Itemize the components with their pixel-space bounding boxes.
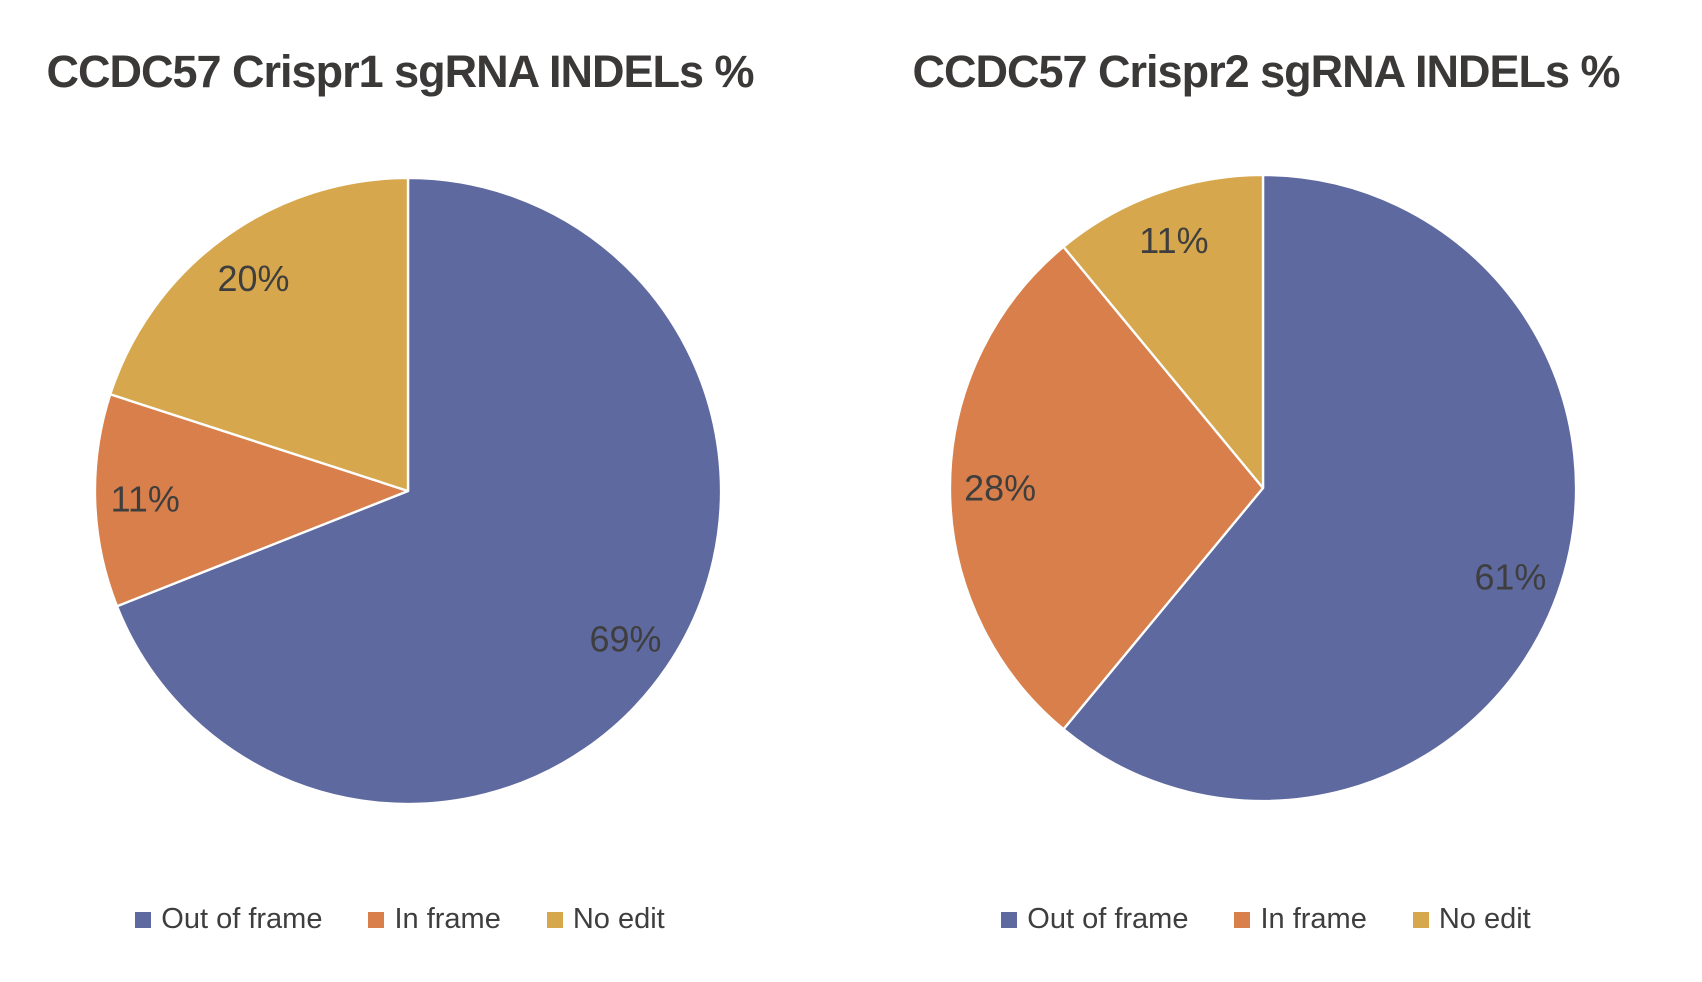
pie-slice-in-frame bbox=[93, 393, 410, 608]
legend-item-out-of-frame: Out of frame bbox=[135, 903, 322, 936]
chart-title: CCDC57 Crispr2 sgRNA INDELs % bbox=[912, 46, 1621, 97]
legend-swatch-in-frame bbox=[368, 911, 385, 928]
pie-slice-value-label: 11% bbox=[111, 479, 180, 520]
pie-chart-crispr1: CCDC57 Crispr1 sgRNA INDELs % 69% 11% 20% … bbox=[0, 0, 800, 982]
pie-slice-value-label: 11% bbox=[1139, 220, 1208, 261]
legend-label-out-of-frame: Out of frame bbox=[161, 903, 323, 935]
legend-label-in-frame: In frame bbox=[394, 903, 501, 935]
pie-slice-no-edit bbox=[1062, 173, 1265, 490]
legend-swatch-out-of-frame bbox=[1001, 911, 1018, 928]
legend-item-in-frame: In frame bbox=[368, 903, 501, 936]
legend-label-no-edit: No edit bbox=[572, 903, 665, 935]
chart-legend: Out of frame In frame No edit bbox=[846, 903, 1686, 936]
pie-chart-crispr2: CCDC57 Crispr2 sgRNA INDELs % 61% 28% 11% … bbox=[846, 0, 1686, 982]
legend-label-out-of-frame: Out of frame bbox=[1027, 903, 1189, 935]
pie-slice-value-label: 28% bbox=[964, 467, 1036, 508]
legend-item-no-edit: No edit bbox=[546, 903, 665, 936]
chart-title: CCDC57 Crispr1 sgRNA INDELs % bbox=[46, 46, 755, 97]
pie-slice-no-edit bbox=[109, 176, 410, 493]
pie-slice-in-frame bbox=[948, 245, 1265, 731]
legend-swatch-no-edit bbox=[1412, 911, 1429, 928]
legend-swatch-in-frame bbox=[1234, 911, 1251, 928]
pie-slice-value-label: 61% bbox=[1474, 557, 1546, 598]
legend-label-no-edit: No edit bbox=[1438, 903, 1531, 935]
legend-item-in-frame: In frame bbox=[1234, 903, 1367, 936]
legend-item-out-of-frame: Out of frame bbox=[1001, 903, 1188, 936]
legend-swatch-no-edit bbox=[546, 911, 563, 928]
legend-label-in-frame: In frame bbox=[1260, 903, 1367, 935]
legend-item-no-edit: No edit bbox=[1412, 903, 1531, 936]
legend-swatch-out-of-frame bbox=[135, 911, 152, 928]
pie-slice-value-label: 69% bbox=[590, 618, 662, 659]
pie-slice-out-of-frame bbox=[1062, 173, 1578, 803]
pie-slice-value-label: 20% bbox=[218, 258, 290, 299]
pie-plot-crispr2: 61% 28% 11% bbox=[948, 173, 1578, 803]
pie-slice-out-of-frame bbox=[115, 176, 723, 806]
chart-legend: Out of frame In frame No edit bbox=[0, 903, 800, 936]
pie-plot-crispr1: 69% 11% 20% bbox=[93, 176, 723, 806]
